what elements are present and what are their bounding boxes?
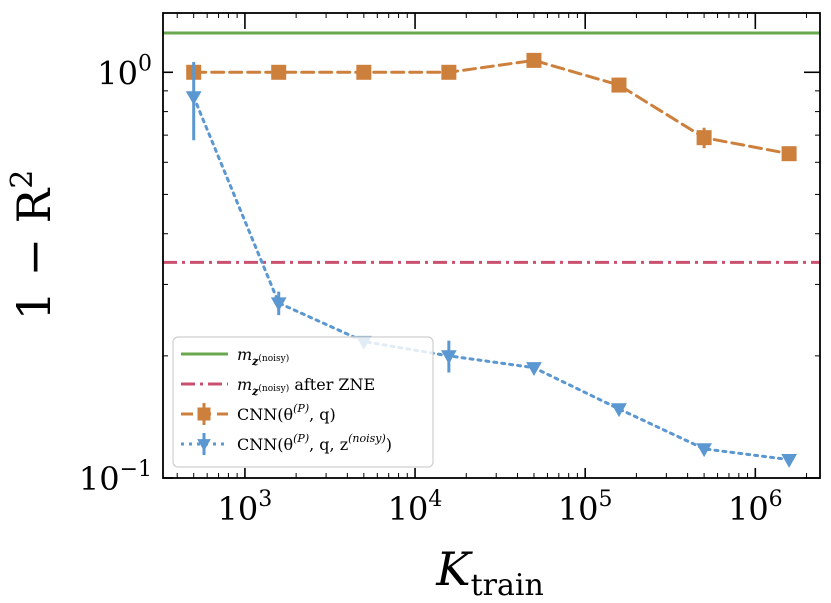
x-tick-label: 106 xyxy=(728,487,783,528)
legend-label: CNN(θ(P), q) xyxy=(237,402,336,424)
legend: mz(noisy) mz(noisy) after ZNE CNN(θ(P), q)… xyxy=(172,336,434,468)
square-marker xyxy=(781,146,797,162)
triangle-marker xyxy=(781,453,797,468)
legend-label: CNN(θ(P), q, z(noisy)) xyxy=(237,432,392,454)
triangle-marker xyxy=(440,350,457,365)
y-tick-label: 10−1 xyxy=(79,457,152,498)
plot-area xyxy=(163,31,820,264)
legend-label: mz(noisy) after ZNE xyxy=(237,375,375,398)
square-marker xyxy=(611,77,627,93)
legend-item: CNN(θ(P), q, z(noisy)) xyxy=(181,432,392,455)
series-layer xyxy=(185,52,797,468)
legend-label: mz(noisy) xyxy=(237,345,289,368)
series xyxy=(186,52,797,162)
y-tick-label: 100 xyxy=(97,51,152,92)
triangle-marker xyxy=(611,403,627,418)
triangle-marker xyxy=(526,362,542,376)
triangle-marker xyxy=(696,443,712,458)
square-marker xyxy=(696,130,712,146)
legend-item: mz(noisy) after ZNE xyxy=(181,375,375,398)
legend-box xyxy=(172,336,434,468)
triangle-marker xyxy=(185,91,202,106)
square-marker xyxy=(271,64,287,80)
series-line xyxy=(192,58,791,156)
x-tick-label: 105 xyxy=(558,487,613,528)
square-marker xyxy=(356,64,372,80)
square-marker xyxy=(441,64,457,80)
plot-frame xyxy=(162,12,821,479)
triangle-marker xyxy=(270,297,287,312)
x-axis-title: Ktrain xyxy=(435,542,544,603)
square-marker xyxy=(526,52,542,68)
y-axis-title: 1 − R2 xyxy=(5,170,61,321)
tick-layer: 103 104 105 106 100 10−1 xyxy=(79,13,820,528)
legend-item: CNN(θ(P), q) xyxy=(181,402,336,425)
axis-labels: Ktrain 1 − R2 xyxy=(5,170,544,603)
x-tick-label: 103 xyxy=(218,487,273,528)
legend-item: mz(noisy) xyxy=(181,345,289,368)
series-line xyxy=(192,95,791,462)
x-tick-label: 104 xyxy=(388,487,443,528)
